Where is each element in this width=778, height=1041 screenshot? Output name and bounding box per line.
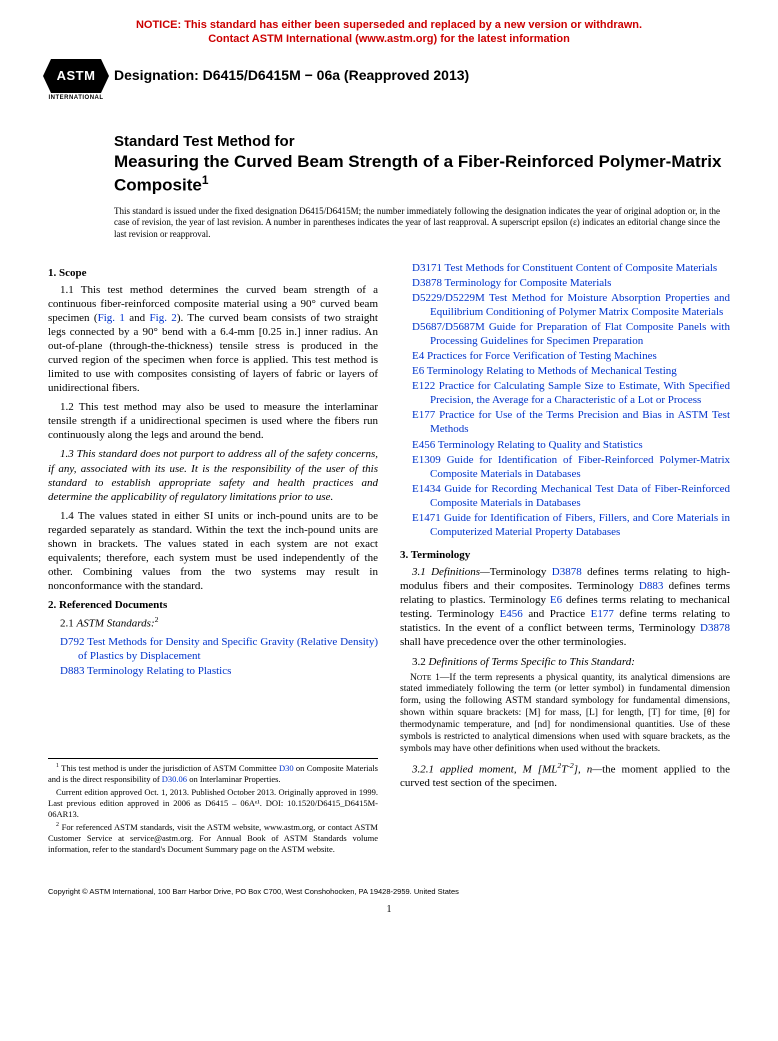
- footnote-2: Current edition approved Oct. 1, 2013. P…: [48, 787, 378, 819]
- ref-d792-link[interactable]: D792: [60, 636, 84, 648]
- fn1-link1[interactable]: D30: [279, 763, 294, 773]
- fn1-d: on Interlaminar Properties.: [187, 774, 280, 784]
- fn3-b: For referenced ASTM standards, visit the…: [48, 822, 378, 853]
- ref-d883: D883 Terminology Relating to Plastics: [48, 664, 378, 678]
- ref-e1434-text[interactable]: Guide for Recording Mechanical Test Data…: [430, 483, 730, 509]
- t321a: 3.2.1 applied moment, M [ML: [412, 763, 557, 775]
- term-3-2-1: 3.2.1 applied moment, M [ML2T-2], n—the …: [400, 761, 730, 791]
- ref-d3171-text[interactable]: Test Methods for Constituent Content of …: [445, 262, 718, 274]
- designation: Designation: D6415/D6415M − 06a (Reappro…: [114, 59, 469, 83]
- ref-d5229: D5229/D5229M Test Method for Moisture Ab…: [400, 291, 730, 319]
- left-column: 1. Scope 1.1 This test method determines…: [48, 261, 378, 858]
- scope-1-1c: ). The curved beam consists of two strai…: [48, 312, 378, 394]
- term-link2[interactable]: D883: [639, 580, 663, 592]
- ref-e6: E6 Terminology Relating to Methods of Me…: [400, 364, 730, 378]
- t321c: ], n—: [574, 763, 602, 775]
- astm-logo: ASTM INTERNATIONAL: [48, 59, 104, 107]
- content-columns: 1. Scope 1.1 This test method determines…: [48, 261, 730, 858]
- ref-e6-link[interactable]: E6: [412, 365, 424, 377]
- scope-1-1b: and: [125, 312, 150, 324]
- title-pre: Standard Test Method for: [114, 133, 730, 152]
- scope-head: 1. Scope: [48, 267, 378, 279]
- term-3-2: 3.2 Definitions of Terms Specific to Thi…: [400, 655, 730, 669]
- fn1-link2[interactable]: D30.06: [162, 774, 187, 784]
- title-main: Measuring the Curved Beam Strength of a …: [114, 151, 730, 195]
- title-sup: 1: [202, 173, 209, 187]
- ref-e177-link[interactable]: E177: [412, 409, 435, 421]
- ref-d792: D792 Test Methods for Density and Specif…: [48, 635, 378, 663]
- term-link4[interactable]: E456: [500, 608, 523, 620]
- ref-d5229-link[interactable]: D5229/D5229M: [412, 292, 485, 304]
- ref-d792-text[interactable]: Test Methods for Density and Specific Gr…: [78, 636, 378, 662]
- ref-e1309: E1309 Guide for Identification of Fiber-…: [400, 453, 730, 481]
- term-link1[interactable]: D3878: [552, 566, 582, 578]
- ref-e1309-text[interactable]: Guide for Identification of Fiber-Reinfo…: [430, 454, 730, 480]
- term-link3[interactable]: E6: [550, 594, 562, 606]
- ref-d3171: D3171 Test Methods for Constituent Conte…: [400, 261, 730, 275]
- title-block: Standard Test Method for Measuring the C…: [114, 133, 730, 196]
- ref-e4: E4 Practices for Force Verification of T…: [400, 349, 730, 363]
- ref-d5687: D5687/D5687M Guide for Preparation of Fl…: [400, 320, 730, 348]
- ref-e6-text[interactable]: Terminology Relating to Methods of Mecha…: [427, 365, 677, 377]
- issuance-note: This standard is issued under the fixed …: [114, 206, 730, 241]
- note-1: NOTE 1—If the term represents a physical…: [400, 673, 730, 756]
- ref-e122: E122 Practice for Calculating Sample Siz…: [400, 379, 730, 407]
- ref-e1471: E1471 Guide for Identification of Fibers…: [400, 511, 730, 539]
- ref-e456-text[interactable]: Terminology Relating to Quality and Stat…: [438, 439, 643, 451]
- term-3-1: 3.1 Definitions—Terminology D3878 define…: [400, 565, 730, 649]
- refdocs-sup: 2: [155, 615, 159, 624]
- ref-e177-text[interactable]: Practice for Use of the Terms Precision …: [430, 409, 730, 435]
- term-3-1h: shall have precedence over the other ter…: [400, 636, 626, 648]
- fig1-link[interactable]: Fig. 1: [98, 312, 125, 324]
- copyright: Copyright © ASTM International, 100 Barr…: [48, 887, 730, 896]
- scope-1-3: 1.3 This standard does not purport to ad…: [48, 447, 378, 503]
- ref-d883-link[interactable]: D883: [60, 665, 84, 677]
- ref-e1309-link[interactable]: E1309: [412, 454, 441, 466]
- ref-e1434: E1434 Guide for Recording Mechanical Tes…: [400, 482, 730, 510]
- footnotes: 1 This test method is under the jurisdic…: [48, 758, 378, 854]
- ref-e1471-link[interactable]: E1471: [412, 512, 441, 524]
- term-3-1a: 3.1 Definitions—: [412, 566, 490, 578]
- ref-e456: E456 Terminology Relating to Quality and…: [400, 438, 730, 452]
- ref-e1471-text[interactable]: Guide for Identification of Fibers, Fill…: [430, 512, 730, 538]
- ref-e4-link[interactable]: E4: [412, 350, 424, 362]
- ref-e456-link[interactable]: E456: [412, 439, 435, 451]
- ref-d3171-link[interactable]: D3171: [412, 262, 442, 274]
- ref-d883-text[interactable]: Terminology Relating to Plastics: [87, 665, 231, 677]
- refdocs-sub: 2.1 ASTM Standards:2: [48, 615, 378, 631]
- scope-1-4: 1.4 The values stated in either SI units…: [48, 509, 378, 593]
- terminology-head: 3. Terminology: [400, 549, 730, 561]
- ref-d5687-link[interactable]: D5687/D5687M: [412, 321, 485, 333]
- fn1-b: This test method is under the jurisdicti…: [59, 763, 279, 773]
- ref-e177: E177 Practice for Use of the Terms Preci…: [400, 408, 730, 436]
- notice-banner: NOTICE: This standard has either been su…: [48, 18, 730, 47]
- term-3-1f: and Practice: [523, 608, 591, 620]
- right-column: D3171 Test Methods for Constituent Conte…: [400, 261, 730, 858]
- term-link5[interactable]: E177: [591, 608, 614, 620]
- footnote-3: 2 For referenced ASTM standards, visit t…: [48, 822, 378, 854]
- scope-1-3-text: 1.3 This standard does not purport to ad…: [48, 448, 378, 502]
- ref-d3878-text[interactable]: Terminology for Composite Materials: [445, 277, 612, 289]
- logo-subtext: INTERNATIONAL: [48, 95, 103, 101]
- ref-e4-text[interactable]: Practices for Force Verification of Test…: [427, 350, 657, 362]
- page: NOTICE: This standard has either been su…: [0, 0, 778, 945]
- scope-1-2: 1.2 This test method may also be used to…: [48, 400, 378, 442]
- fig2-link[interactable]: Fig. 2: [150, 312, 177, 324]
- refdocs-head: 2. Referenced Documents: [48, 599, 378, 611]
- ref-e1434-link[interactable]: E1434: [412, 483, 441, 495]
- notice-line2: Contact ASTM International (www.astm.org…: [208, 33, 570, 45]
- notice-line1: NOTICE: This standard has either been su…: [136, 19, 642, 31]
- term-3-1b: Terminology: [490, 566, 552, 578]
- header-row: ASTM INTERNATIONAL Designation: D6415/D6…: [48, 59, 730, 107]
- footnote-1: 1 This test method is under the jurisdic…: [48, 763, 378, 784]
- page-number: 1: [48, 904, 730, 915]
- scope-1-1: 1.1 This test method determines the curv…: [48, 283, 378, 396]
- logo-badge: ASTM: [51, 59, 101, 93]
- ref-d3878: D3878 Terminology for Composite Material…: [400, 276, 730, 290]
- ref-e122-text[interactable]: Practice for Calculating Sample Size to …: [430, 380, 730, 406]
- ref-d3878-link[interactable]: D3878: [412, 277, 442, 289]
- ref-e122-link[interactable]: E122: [412, 380, 435, 392]
- term-link6[interactable]: D3878: [700, 622, 730, 634]
